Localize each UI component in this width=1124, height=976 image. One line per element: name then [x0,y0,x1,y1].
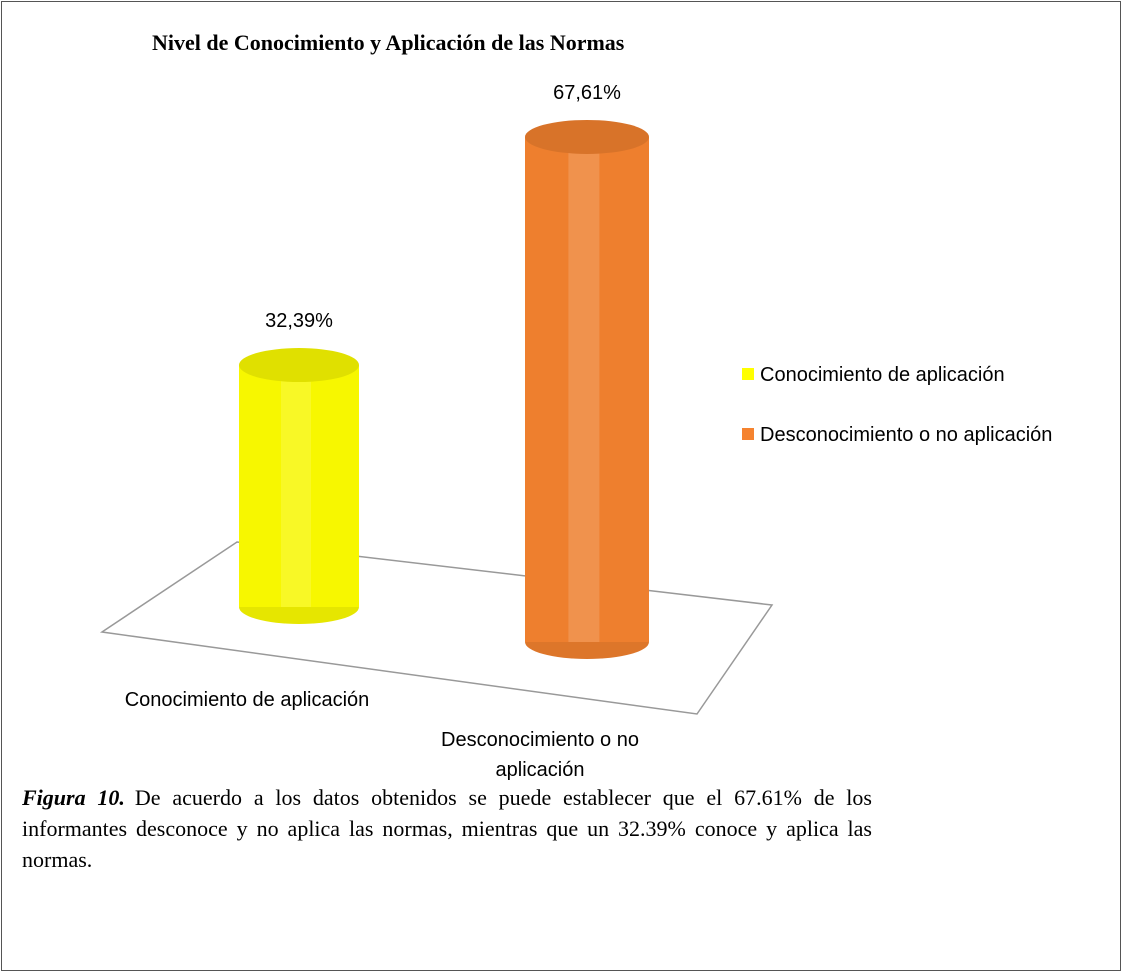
bar-highlight [568,136,600,642]
floor [99,541,774,715]
legend-swatch [742,428,754,440]
value-label: 67,61% [553,82,621,104]
bar-body [525,136,649,642]
bar-highlight [281,365,311,607]
legend-label: Conocimiento de aplicación [760,364,1005,386]
chart-title: Nivel de Conocimiento y Aplicación de la… [152,30,625,55]
bar [239,348,359,624]
caption-text: De acuerdo a los datos obtenidos se pued… [22,785,872,872]
x-tick-label: Desconocimiento o no aplicación [441,729,639,781]
caption-label: Figura 10. [22,785,125,810]
bar-top [239,348,359,383]
bar-body [239,365,359,607]
bar [525,119,649,659]
x-tick-label: Conocimiento de aplicación [124,689,370,711]
legend-swatch [742,368,754,380]
legend-label: Desconocimiento o no aplicación [760,424,1052,446]
bar-top [525,119,649,154]
value-label: 32,39% [265,310,333,332]
caption: Figura 10. De acuerdo a los datos obtenid… [22,782,872,875]
